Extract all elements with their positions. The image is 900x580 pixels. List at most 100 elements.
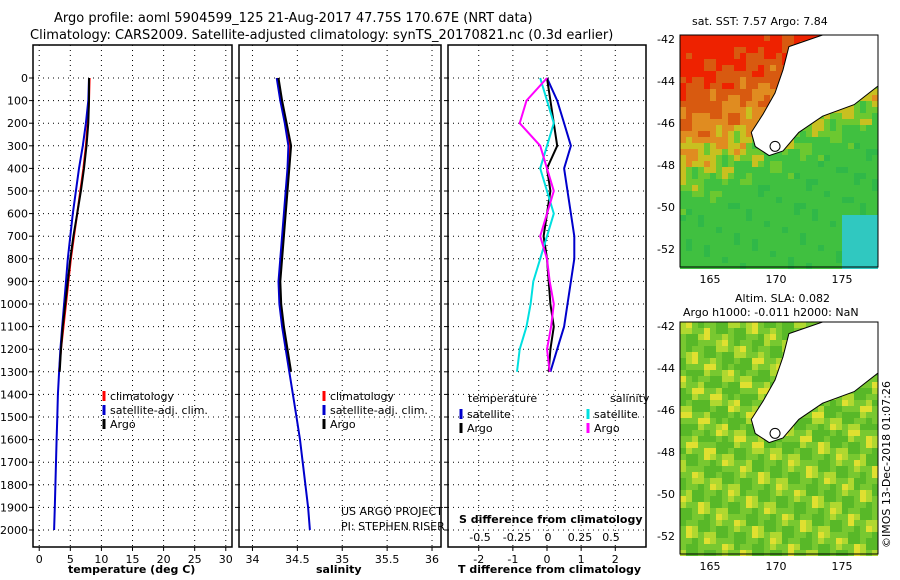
map-cell [800,460,806,466]
map-cell [782,251,788,257]
map-cell [698,406,704,412]
map-cell [728,448,734,454]
map-cell [818,460,824,466]
map-cell [746,167,752,173]
map-cell [842,251,848,257]
map-cell [758,233,764,239]
map-cell [812,526,818,532]
map-cell [782,328,788,334]
map-cell [866,412,872,418]
map-cell [680,388,686,394]
map-cell [764,155,770,161]
map-cell [812,245,818,251]
map-cell [758,41,764,47]
map-cell [758,203,764,209]
map-cell [758,520,764,526]
map-cell [716,382,722,388]
map-cell [686,520,692,526]
map-cell [698,251,704,257]
map-cell [854,131,860,137]
map-cell [818,143,824,149]
map-cell [782,454,788,460]
map-cell [830,466,836,472]
map-cell [860,436,866,442]
map-cell [842,161,848,167]
map-cell [710,185,716,191]
map-cell [812,221,818,227]
map-cell [722,119,728,125]
map-cell [680,65,686,71]
map-cell [698,101,704,107]
map-cell [752,334,758,340]
map-cell [872,382,878,388]
map-cell [710,227,716,233]
map-cell [764,221,770,227]
map-cell [692,179,698,185]
map-cell [704,191,710,197]
map-cell [794,514,800,520]
map-cell [776,155,782,161]
map-cell [704,257,710,263]
map-cell [818,412,824,418]
map-cell [824,442,830,448]
map-cell [716,209,722,215]
map-cell [872,538,878,544]
map-cell [758,227,764,233]
map-cell [770,155,776,161]
map-cell [854,448,860,454]
map-cell [758,113,764,119]
map-cell [824,179,830,185]
map-cell [728,197,734,203]
map-cell [842,436,848,442]
map-cell [710,137,716,143]
map-cell [692,526,698,532]
map-cell [680,430,686,436]
map-cell [818,502,824,508]
map-cell [836,508,842,514]
map-cell [806,191,812,197]
map-cell [764,334,770,340]
map-cell [728,83,734,89]
map-cell [776,209,782,215]
credit-project: US ARGO PROJECT [341,505,443,518]
map-cell [722,101,728,107]
map-cell [692,47,698,53]
map-cell [740,490,746,496]
map-cell [872,221,878,227]
map-cell [704,502,710,508]
map-cell [692,370,698,376]
map-cell [692,215,698,221]
map-cell [734,508,740,514]
map-cell [758,370,764,376]
map-cell [812,191,818,197]
map-cell [758,544,764,550]
map-cell [824,263,830,269]
map-cell [698,53,704,59]
map-cell [830,520,836,526]
map-cell [818,239,824,245]
map-cell [860,107,866,113]
map-lon-label: 170 [766,560,787,573]
map-cell [824,538,830,544]
map-cell [722,113,728,119]
map-cell [728,538,734,544]
map-cell [866,137,872,143]
map-cell [680,520,686,526]
map-cell [854,400,860,406]
map-cell [680,101,686,107]
map-cell [764,484,770,490]
map-cell [686,322,692,328]
map-cell [818,532,824,538]
map-cell [860,185,866,191]
map-cell [710,245,716,251]
map-cell [680,466,686,472]
map-cell [734,460,740,466]
map-cell [692,358,698,364]
sdiff-tick-label: -0.25 [503,531,531,544]
map-cell [716,251,722,257]
map-cell [824,502,830,508]
map-cell [776,35,782,41]
map-cell [746,251,752,257]
map-cell [698,382,704,388]
map-cell [692,532,698,538]
